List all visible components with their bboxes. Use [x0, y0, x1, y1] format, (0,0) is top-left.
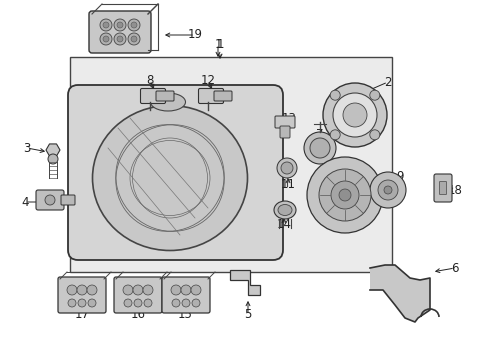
FancyBboxPatch shape [439, 181, 446, 194]
Text: 7: 7 [316, 129, 323, 141]
Text: 3: 3 [23, 141, 31, 154]
Circle shape [330, 181, 358, 209]
Circle shape [281, 162, 292, 174]
Circle shape [192, 299, 200, 307]
Circle shape [128, 33, 140, 45]
Text: 11: 11 [280, 179, 295, 192]
FancyBboxPatch shape [214, 91, 231, 101]
Circle shape [45, 195, 55, 205]
Circle shape [338, 189, 350, 201]
Text: 14: 14 [276, 219, 291, 231]
Circle shape [369, 172, 405, 208]
Text: 2: 2 [384, 76, 391, 89]
Circle shape [369, 90, 379, 100]
Circle shape [48, 154, 58, 164]
Text: 1: 1 [214, 37, 221, 50]
Circle shape [103, 36, 109, 42]
Text: 8: 8 [146, 73, 153, 86]
Circle shape [329, 130, 340, 140]
Circle shape [182, 299, 190, 307]
Circle shape [88, 299, 96, 307]
Circle shape [103, 22, 109, 28]
Circle shape [142, 285, 153, 295]
Circle shape [123, 285, 133, 295]
Circle shape [323, 83, 386, 147]
Circle shape [306, 157, 382, 233]
Ellipse shape [273, 201, 295, 219]
FancyBboxPatch shape [58, 277, 106, 313]
Circle shape [304, 132, 335, 164]
Circle shape [114, 19, 126, 31]
Circle shape [171, 285, 181, 295]
Polygon shape [46, 144, 60, 156]
Circle shape [78, 299, 86, 307]
Circle shape [131, 36, 137, 42]
Text: 5: 5 [244, 309, 251, 321]
Circle shape [77, 285, 87, 295]
Circle shape [100, 33, 112, 45]
Circle shape [117, 36, 123, 42]
FancyBboxPatch shape [89, 11, 151, 53]
Circle shape [143, 299, 152, 307]
FancyBboxPatch shape [36, 190, 64, 210]
FancyBboxPatch shape [61, 195, 75, 205]
Text: 16: 16 [130, 309, 145, 321]
Text: 6: 6 [450, 261, 458, 274]
Circle shape [172, 299, 180, 307]
Circle shape [67, 285, 77, 295]
Text: 13: 13 [281, 112, 296, 125]
Text: 17: 17 [74, 309, 89, 321]
Circle shape [309, 138, 329, 158]
Circle shape [117, 22, 123, 28]
Circle shape [133, 285, 142, 295]
Ellipse shape [278, 204, 291, 216]
Circle shape [369, 130, 379, 140]
Text: 4: 4 [21, 195, 29, 208]
Polygon shape [229, 270, 260, 295]
Circle shape [87, 285, 97, 295]
Text: 12: 12 [200, 73, 215, 86]
Bar [70, 57, 391, 272]
FancyBboxPatch shape [433, 174, 451, 202]
Circle shape [342, 103, 366, 127]
Circle shape [131, 22, 137, 28]
Circle shape [100, 19, 112, 31]
Circle shape [329, 90, 340, 100]
Circle shape [124, 299, 132, 307]
FancyBboxPatch shape [274, 116, 294, 128]
Circle shape [181, 285, 191, 295]
Circle shape [191, 285, 201, 295]
Ellipse shape [92, 105, 247, 251]
Circle shape [134, 299, 142, 307]
FancyBboxPatch shape [114, 277, 162, 313]
Circle shape [276, 158, 296, 178]
FancyBboxPatch shape [140, 89, 165, 104]
FancyBboxPatch shape [156, 91, 174, 101]
Ellipse shape [150, 93, 185, 111]
Text: 15: 15 [177, 309, 192, 321]
Circle shape [377, 180, 397, 200]
FancyBboxPatch shape [68, 85, 283, 260]
Polygon shape [369, 265, 429, 322]
Text: 18: 18 [447, 184, 462, 197]
FancyBboxPatch shape [280, 126, 289, 138]
Circle shape [128, 19, 140, 31]
Text: 9: 9 [395, 171, 403, 184]
Text: 1: 1 [216, 39, 224, 51]
Circle shape [114, 33, 126, 45]
FancyBboxPatch shape [198, 89, 223, 104]
Text: 10: 10 [335, 219, 350, 231]
Circle shape [332, 93, 376, 137]
Text: 19: 19 [187, 28, 202, 41]
Circle shape [318, 169, 370, 221]
Circle shape [383, 186, 391, 194]
Circle shape [68, 299, 76, 307]
FancyBboxPatch shape [162, 277, 209, 313]
